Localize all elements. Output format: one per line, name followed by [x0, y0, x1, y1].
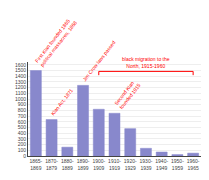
- svg-text:0: 0: [23, 153, 26, 159]
- svg-text:400: 400: [18, 130, 27, 136]
- svg-text:200: 200: [18, 141, 27, 147]
- svg-text:Jim Crow laws passed: Jim Crow laws passed: [81, 39, 116, 82]
- svg-text:1865-1869: 1865-1869: [29, 158, 42, 171]
- svg-text:1100: 1100: [15, 90, 26, 96]
- svg-text:1200: 1200: [15, 84, 26, 90]
- svg-text:Second Klanfounded 1915: Second Klanfounded 1915: [113, 78, 142, 110]
- svg-text:First Klan founded 1865politic: First Klan founded 1865political massacr…: [34, 15, 79, 67]
- svg-text:Klan Act, 1871: Klan Act, 1871: [50, 87, 75, 116]
- svg-text:1500: 1500: [15, 67, 26, 73]
- svg-text:1920-1929: 1920-1929: [124, 158, 137, 171]
- svg-text:1000: 1000: [15, 96, 26, 102]
- svg-text:100: 100: [18, 147, 27, 153]
- svg-text:800: 800: [18, 107, 27, 113]
- svg-text:1400: 1400: [15, 73, 26, 79]
- svg-text:900: 900: [18, 101, 27, 107]
- svg-text:1890-1899: 1890-1899: [77, 158, 90, 171]
- svg-text:1910-1919: 1910-1919: [108, 158, 121, 171]
- svg-text:500: 500: [18, 124, 27, 130]
- svg-text:1940-1949: 1940-1949: [155, 158, 168, 171]
- svg-text:black migration to theNorth, 1: black migration to theNorth, 1915-1960: [122, 56, 170, 69]
- svg-text:300: 300: [18, 136, 27, 142]
- svg-text:1870-1879: 1870-1879: [45, 158, 58, 171]
- svg-text:1900-1909: 1900-1909: [92, 158, 105, 171]
- svg-text:1300: 1300: [15, 79, 26, 85]
- svg-text:700: 700: [18, 113, 27, 119]
- svg-text:1950-1959: 1950-1959: [171, 158, 184, 171]
- svg-text:600: 600: [18, 119, 27, 125]
- svg-text:1600: 1600: [15, 62, 26, 68]
- svg-text:1880-1889: 1880-1889: [61, 158, 74, 171]
- svg-text:1930-1939: 1930-1939: [140, 158, 153, 171]
- svg-text:1960-1965: 1960-1965: [187, 158, 200, 171]
